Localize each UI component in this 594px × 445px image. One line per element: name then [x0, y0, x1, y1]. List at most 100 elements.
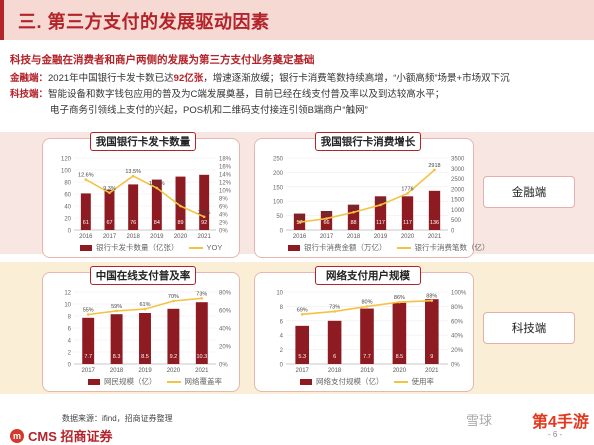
- right-tick-label: 40%: [219, 327, 232, 333]
- bar-data-label: 8.3: [113, 354, 121, 360]
- line-data-label: 59%: [111, 304, 122, 310]
- bar-data-label: 6: [333, 354, 336, 360]
- right-tick-label: 16%: [219, 165, 232, 171]
- chart-title-card-issuance: 我国银行卡发卡数量: [90, 132, 196, 151]
- line-data-label: 381: [295, 215, 304, 221]
- bar: [374, 196, 387, 230]
- line-data-label: 555: [322, 212, 331, 218]
- line-point: [143, 307, 147, 311]
- right-tick-label: 100%: [451, 291, 467, 297]
- line-data-label: 73%: [329, 304, 340, 310]
- line-data-label: 70%: [168, 294, 179, 300]
- x-tick-label: 2018: [328, 368, 342, 374]
- bar: [428, 190, 441, 230]
- tech-paragraph-1: 科技端：智能设备和数字钱包应用的普及为C端发展奠基，目前已经在线支付普及率以及到…: [10, 86, 444, 100]
- bar-data-label: 7.7: [363, 354, 371, 360]
- legend-label: 网络覆盖率: [184, 377, 223, 386]
- left-tick-label: 2: [280, 348, 284, 354]
- tech-side-label: 科技端: [483, 312, 575, 344]
- legend-label: 网民规模（亿）: [104, 377, 157, 386]
- line-point: [406, 192, 409, 195]
- x-tick-label: 2020: [393, 368, 407, 374]
- left-tick-label: 10: [276, 291, 283, 297]
- right-tick-label: 3500: [451, 157, 465, 163]
- chart-card-issuance: 0 20 40 60 80 100 120 0% 2% 4% 6% 8% 10% 12% 14% 16% 18%…: [61, 157, 232, 241]
- title-bar: 三. 第三方支付的发展驱动因素: [0, 0, 594, 40]
- finance-text-post: ，增速逐渐放缓；银行卡消费笔数持续高增，“小额高频”场景+市场双下沉: [203, 73, 510, 84]
- x-tick-label: 2020: [174, 234, 188, 240]
- line-data-label: 55%: [83, 308, 94, 314]
- bar: [347, 204, 360, 230]
- line-data-label: 6%: [177, 199, 185, 205]
- right-tick-label: 2000: [451, 187, 465, 193]
- x-tick-label: 2021: [425, 368, 439, 374]
- left-tick-label: 150: [273, 185, 284, 191]
- line-data-label: 88%: [426, 294, 437, 300]
- bar: [392, 302, 407, 364]
- left-tick-label: 0: [280, 229, 284, 235]
- line-data-label: 10.5%: [149, 181, 165, 187]
- bar-data-label: 8.5: [396, 354, 404, 360]
- bar-data-label: 76: [130, 220, 136, 226]
- x-tick-label: 2019: [374, 234, 388, 240]
- finance-paragraph: 金融端：2021年中国银行卡发卡数已达92亿张，增速逐渐放缓；银行卡消费笔数持续…: [10, 70, 510, 84]
- right-tick-label: 8%: [219, 197, 228, 203]
- right-tick-label: 3000: [451, 167, 465, 173]
- line-data-label: 86%: [394, 295, 405, 301]
- line-point: [172, 299, 175, 303]
- company-logo: m CMS 招商证券: [10, 426, 113, 445]
- tech-paragraph-2: 电子商务引领线上支付的兴起，POS机和二维码支付接连引领B端商户“触网”: [50, 102, 368, 116]
- chart-title-payment-users: 网络支付用户规模: [315, 266, 421, 285]
- left-tick-label: 4: [68, 339, 72, 345]
- finance-text-pre: 2021年中国银行卡发卡数已达: [48, 73, 174, 84]
- bar: [327, 320, 342, 364]
- x-tick-label: 2019: [360, 368, 374, 374]
- line-point: [84, 178, 88, 181]
- line-point: [115, 309, 118, 313]
- left-tick-label: 10: [64, 303, 71, 309]
- right-tick-label: 6%: [219, 205, 228, 211]
- bar: [82, 317, 95, 364]
- bar: [139, 313, 151, 364]
- series-line: [85, 175, 205, 218]
- left-tick-label: 200: [273, 171, 284, 177]
- legend-label: 银行卡消费金额（万亿）: [304, 243, 387, 252]
- x-tick-label: 2021: [428, 234, 442, 240]
- x-tick-label: 2017: [103, 234, 117, 240]
- line-point: [179, 204, 182, 208]
- bar-data-label: 5.3: [298, 354, 306, 360]
- line-data-label: 13.5%: [125, 169, 141, 175]
- right-tick-label: 1500: [451, 198, 465, 204]
- bar: [104, 189, 115, 230]
- bar: [110, 314, 123, 364]
- left-tick-label: 40: [64, 205, 71, 211]
- right-tick-label: 0%: [219, 229, 228, 235]
- bar-data-label: 88: [350, 220, 356, 226]
- chart-card-consumption: 0501001502002500500100015002000250030003…: [273, 157, 465, 241]
- left-tick-label: 60: [64, 193, 71, 199]
- line-point: [200, 297, 204, 300]
- finance-label: 金融端：: [10, 73, 49, 84]
- bar: [295, 325, 310, 364]
- legend-card-consumption: 银行卡消费金额（万亿） 银行卡消费笔数（亿）: [288, 242, 490, 253]
- chart-title-card-consumption: 我国银行卡消费增长: [315, 132, 421, 151]
- bar: [360, 308, 374, 364]
- x-tick-label: 2018: [110, 368, 124, 374]
- x-tick-label: 2017: [82, 368, 96, 374]
- line-data-label: 73%: [196, 291, 207, 297]
- legend-label: 使用率: [411, 377, 435, 386]
- legend-online-payment: 网民规模（亿） 网络覆盖率: [88, 376, 222, 387]
- x-tick-label: 2018: [347, 234, 361, 240]
- right-tick-label: 2500: [451, 177, 465, 183]
- chart-title-online-payment: 中国在线支付普及率: [90, 266, 196, 285]
- legend-card-issuance: 银行卡发卡数量（亿张） YOY: [80, 242, 222, 253]
- watermark: 雪球: [466, 413, 493, 428]
- x-tick-label: 2020: [167, 368, 181, 374]
- right-tick-label: 12%: [219, 181, 232, 187]
- left-tick-label: 6: [280, 319, 284, 325]
- line-point: [300, 313, 304, 316]
- bar-data-label: 8.5: [141, 354, 149, 360]
- line-data-label: 3.3%: [198, 210, 211, 216]
- bar: [424, 299, 439, 364]
- bar: [80, 193, 91, 230]
